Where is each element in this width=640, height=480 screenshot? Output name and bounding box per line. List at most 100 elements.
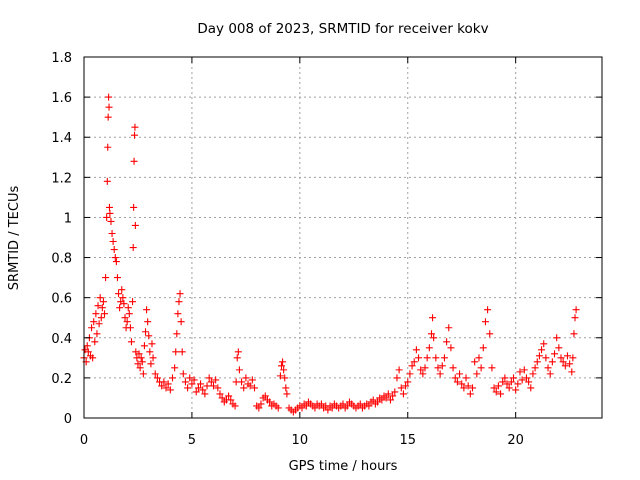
data-point — [160, 378, 168, 386]
data-point — [529, 370, 537, 378]
data-point — [104, 113, 112, 121]
data-point — [531, 364, 539, 372]
data-point — [113, 274, 121, 282]
data-point — [158, 382, 166, 390]
data-point — [429, 314, 437, 322]
data-point — [460, 384, 468, 392]
data-point — [412, 346, 420, 354]
data-point — [173, 330, 181, 338]
data-point — [466, 390, 474, 398]
data-point — [240, 384, 248, 392]
data-point — [144, 318, 152, 326]
data-point — [88, 324, 96, 332]
data-point — [145, 332, 153, 340]
data-point — [108, 229, 116, 237]
data-point — [147, 360, 155, 368]
data-point — [432, 354, 440, 362]
data-point — [490, 384, 498, 392]
data-point — [404, 378, 412, 386]
data-point — [512, 386, 520, 394]
data-point — [227, 396, 235, 404]
data-point — [544, 364, 552, 372]
data-point — [175, 298, 183, 306]
y-tick-label: 1.2 — [51, 171, 72, 186]
data-point — [103, 213, 111, 221]
data-point — [214, 384, 222, 392]
data-point — [570, 330, 578, 338]
data-point — [569, 354, 577, 362]
data-point — [188, 380, 196, 388]
y-tick-label: 1 — [64, 211, 72, 226]
data-point — [451, 374, 459, 382]
data-point — [105, 103, 113, 111]
data-point — [399, 390, 407, 398]
data-point — [127, 338, 135, 346]
data-point — [93, 330, 101, 338]
data-point — [83, 342, 91, 350]
data-point — [445, 324, 453, 332]
data-point — [505, 384, 513, 392]
data-point — [238, 378, 246, 386]
data-point — [96, 294, 104, 302]
data-point — [121, 314, 129, 322]
data-point — [123, 318, 131, 326]
data-point — [124, 304, 132, 312]
data-point — [142, 328, 150, 336]
data-point — [503, 380, 511, 388]
y-tick-label: 0 — [64, 412, 72, 427]
data-point — [520, 366, 528, 374]
data-point — [561, 362, 569, 370]
data-point — [477, 364, 485, 372]
data-point — [302, 402, 310, 410]
data-point — [171, 364, 179, 372]
data-point — [492, 388, 500, 396]
data-point — [84, 348, 92, 356]
y-tick-label: 0.2 — [51, 372, 72, 387]
data-point — [546, 370, 554, 378]
data-point — [279, 358, 287, 366]
data-point — [98, 304, 106, 312]
data-point — [497, 390, 505, 398]
data-point — [179, 370, 187, 378]
data-point — [94, 302, 102, 310]
data-point — [456, 370, 464, 378]
data-point — [369, 396, 377, 404]
data-point — [386, 396, 394, 404]
data-point — [166, 386, 174, 394]
data-point — [374, 398, 382, 406]
data-point — [257, 400, 265, 408]
data-point — [533, 358, 541, 366]
data-point — [389, 392, 397, 400]
data-point — [425, 344, 433, 352]
data-point — [177, 318, 185, 326]
data-point — [384, 390, 392, 398]
data-point — [255, 404, 263, 412]
data-point — [102, 274, 110, 282]
x-tick-label: 15 — [399, 433, 416, 448]
data-point — [378, 396, 386, 404]
data-point — [109, 238, 117, 246]
data-point — [203, 382, 211, 390]
data-point — [181, 378, 189, 386]
data-point — [419, 370, 427, 378]
data-point — [516, 368, 524, 376]
data-point — [136, 364, 144, 372]
data-point — [339, 400, 347, 408]
data-point — [393, 374, 401, 382]
data-point — [107, 217, 115, 225]
data-point — [417, 366, 425, 374]
data-point — [129, 298, 137, 306]
data-point — [105, 203, 113, 211]
data-point — [542, 354, 550, 362]
data-point — [481, 318, 489, 326]
data-point — [168, 374, 176, 382]
data-point — [176, 290, 184, 298]
data-point — [246, 382, 254, 390]
data-point — [488, 364, 496, 372]
data-point — [120, 300, 128, 308]
x-tick-label: 10 — [292, 433, 309, 448]
data-point — [129, 244, 137, 252]
data-point — [475, 354, 483, 362]
data-point — [555, 344, 563, 352]
data-point — [551, 350, 559, 358]
